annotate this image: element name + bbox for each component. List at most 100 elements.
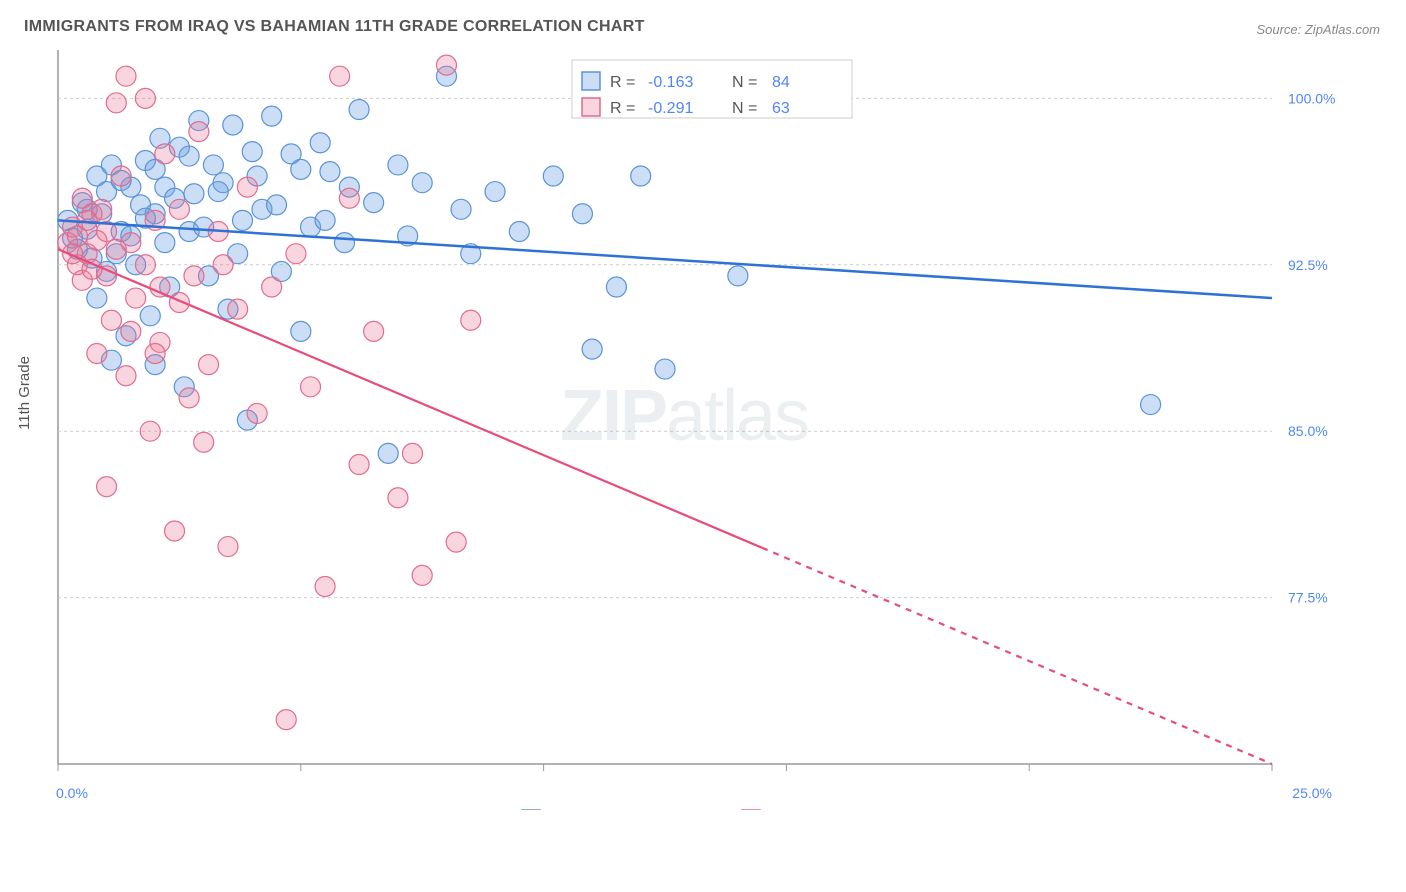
data-point <box>310 133 330 153</box>
data-point <box>364 193 384 213</box>
data-point <box>728 266 748 286</box>
data-point <box>242 142 262 162</box>
data-point <box>233 210 253 230</box>
data-point <box>606 277 626 297</box>
data-point <box>106 93 126 113</box>
data-point <box>388 155 408 175</box>
source-credit: Source: ZipAtlas.com <box>1256 22 1380 37</box>
data-point <box>111 166 131 186</box>
data-point <box>155 233 175 253</box>
data-point <box>228 299 248 319</box>
data-point <box>582 339 602 359</box>
data-point <box>97 477 117 497</box>
data-point <box>237 177 257 197</box>
svg-text:63: 63 <box>772 100 790 117</box>
svg-text:0.0%: 0.0% <box>56 785 88 801</box>
data-point <box>179 146 199 166</box>
data-point <box>140 306 160 326</box>
data-point <box>315 577 335 597</box>
chart-title: IMMIGRANTS FROM IRAQ VS BAHAMIAN 11TH GR… <box>24 18 645 36</box>
data-point <box>378 443 398 463</box>
data-point <box>461 310 481 330</box>
svg-text:-0.291: -0.291 <box>648 100 693 117</box>
data-point <box>101 310 121 330</box>
data-point <box>349 99 369 119</box>
data-point <box>364 321 384 341</box>
data-point <box>140 421 160 441</box>
data-point <box>315 210 335 230</box>
data-point <box>388 488 408 508</box>
data-point <box>189 122 209 142</box>
data-point <box>631 166 651 186</box>
data-point <box>286 244 306 264</box>
data-point <box>213 255 233 275</box>
data-point <box>116 366 136 386</box>
data-point <box>116 66 136 86</box>
data-point <box>1141 395 1161 415</box>
data-point <box>218 537 238 557</box>
data-point <box>335 233 355 253</box>
data-point <box>446 532 466 552</box>
data-point <box>179 388 199 408</box>
data-point <box>126 288 146 308</box>
data-point <box>262 106 282 126</box>
data-point <box>121 321 141 341</box>
data-point <box>436 55 456 75</box>
data-point <box>402 443 422 463</box>
data-point <box>291 321 311 341</box>
data-point <box>87 344 107 364</box>
data-point <box>184 266 204 286</box>
svg-text:77.5%: 77.5% <box>1288 590 1328 606</box>
data-point <box>267 195 287 215</box>
data-point <box>262 277 282 297</box>
data-point <box>203 155 223 175</box>
data-point <box>106 239 126 259</box>
svg-text:R =: R = <box>610 100 635 117</box>
data-point <box>63 244 83 264</box>
data-point <box>135 255 155 275</box>
svg-text:100.0%: 100.0% <box>1288 90 1335 106</box>
svg-text:R =: R = <box>610 74 635 91</box>
data-point <box>412 173 432 193</box>
data-point <box>82 259 102 279</box>
data-point <box>155 144 175 164</box>
data-point <box>77 210 97 230</box>
data-point <box>150 277 170 297</box>
data-point <box>291 159 311 179</box>
data-point <box>339 188 359 208</box>
data-point <box>199 355 219 375</box>
data-point <box>194 432 214 452</box>
data-point <box>276 710 296 730</box>
svg-text:85.0%: 85.0% <box>1288 423 1328 439</box>
y-axis-label: 11th Grade <box>16 356 33 430</box>
svg-text:92.5%: 92.5% <box>1288 257 1328 273</box>
data-point <box>412 565 432 585</box>
data-point <box>543 166 563 186</box>
data-point <box>184 184 204 204</box>
data-point <box>165 521 185 541</box>
svg-text:N =: N = <box>732 74 757 91</box>
data-point <box>301 377 321 397</box>
data-point <box>247 403 267 423</box>
data-point <box>320 162 340 182</box>
data-point <box>349 454 369 474</box>
data-point <box>223 115 243 135</box>
data-point <box>208 182 228 202</box>
data-point <box>485 182 505 202</box>
data-point <box>572 204 592 224</box>
data-point <box>509 222 529 242</box>
regression-line <box>58 249 762 548</box>
data-point <box>451 199 471 219</box>
data-point <box>135 88 155 108</box>
correlation-chart: 77.5% 85.0% 92.5% 100.0% 0.0% 25.0% R = -0.163… <box>52 50 1338 810</box>
data-point <box>169 199 189 219</box>
svg-text:N =: N = <box>732 100 757 117</box>
regression-line-dashed <box>762 548 1272 764</box>
data-point <box>145 344 165 364</box>
data-point <box>655 359 675 379</box>
svg-text:-0.163: -0.163 <box>648 74 693 91</box>
data-point <box>330 66 350 86</box>
data-point <box>87 288 107 308</box>
svg-text:25.0%: 25.0% <box>1292 785 1332 801</box>
svg-text:84: 84 <box>772 74 790 91</box>
